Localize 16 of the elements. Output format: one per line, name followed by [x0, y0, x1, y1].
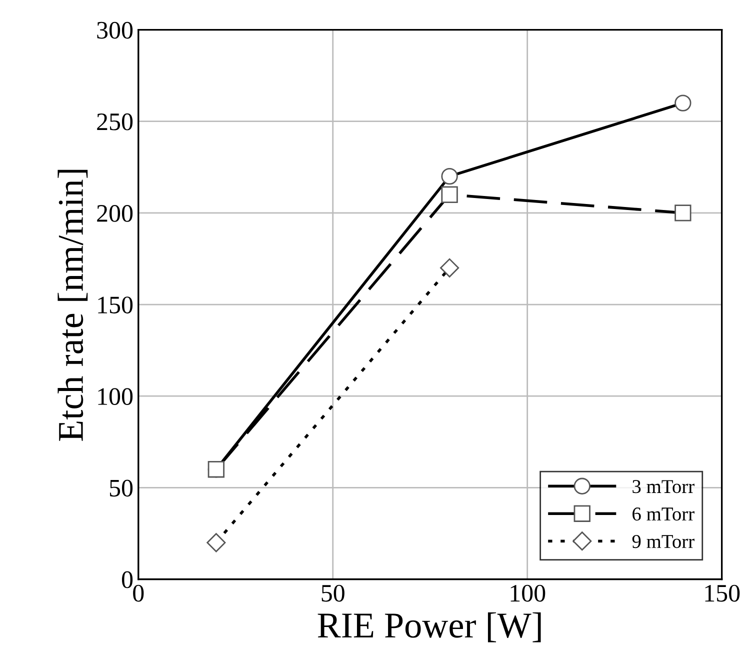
x-tick-label: 0	[133, 584, 144, 602]
y-tick-label: 0	[122, 571, 133, 588]
y-tick-label: 50	[110, 480, 133, 497]
y-tick-label: 250	[97, 113, 133, 130]
x-tick-label: 150	[705, 584, 740, 602]
y-tick-label: 150	[98, 296, 133, 314]
y-tick-label: 100	[98, 388, 133, 406]
x-tick-label: 50	[322, 584, 344, 602]
y-tick-label: 300	[97, 22, 133, 39]
legend-label: 9 mTorr	[632, 535, 694, 548]
y-axis-title: Etch rate [nm/min]	[58, 170, 88, 441]
legend-label: 3 mTorr	[632, 480, 694, 494]
legend-label: 6 mTorr	[632, 508, 694, 521]
y-tick-label: 200	[97, 204, 133, 222]
x-tick-label: 100	[510, 584, 546, 602]
x-axis-title: RIE Power [W]	[318, 612, 541, 642]
